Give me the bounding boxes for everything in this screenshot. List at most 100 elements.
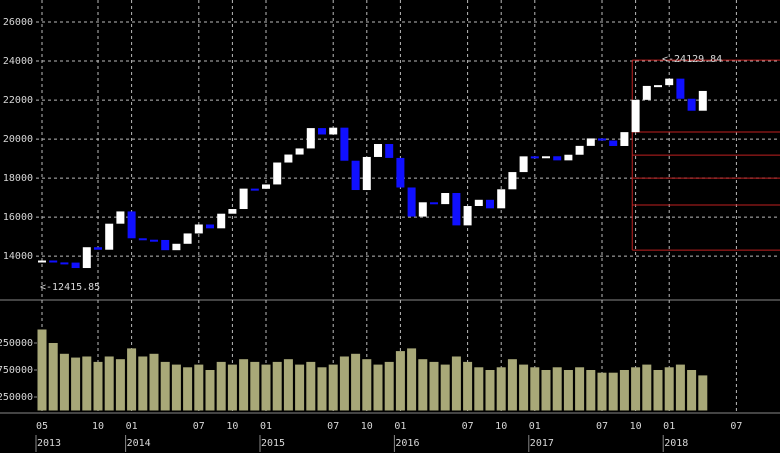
volume-bar (362, 359, 372, 411)
candle (620, 132, 629, 146)
candle (49, 260, 58, 263)
candle (418, 202, 427, 217)
volume-bar (418, 359, 428, 411)
candle (172, 243, 181, 251)
candle (228, 209, 237, 214)
volume-bar (664, 367, 674, 411)
volume-bar (407, 348, 417, 411)
volume-bar (608, 372, 618, 411)
candle (351, 160, 360, 191)
volume-bar (138, 356, 148, 411)
volume-bar (272, 361, 282, 411)
candle (138, 238, 147, 241)
x-tick-label: 10 (495, 421, 507, 432)
y2-tick-label: 750000 (0, 365, 33, 376)
candle (295, 148, 304, 155)
y-tick-label: 14000 (3, 251, 33, 262)
volume-bar (216, 361, 226, 411)
y-tick-label: 20000 (3, 134, 33, 145)
volume-bar (395, 351, 405, 411)
x-tick-label: 10 (361, 421, 373, 432)
volume-bar (384, 361, 394, 411)
candle (262, 184, 270, 189)
candle (474, 199, 483, 207)
volume-bar (507, 359, 517, 411)
candle (329, 127, 338, 135)
volume-bar (631, 367, 641, 411)
x-tick-label: 07 (327, 421, 339, 432)
volume-bar (149, 353, 159, 411)
volume-bar (239, 359, 249, 411)
candle (194, 224, 203, 234)
volume-bar (339, 356, 349, 411)
candle (687, 98, 696, 111)
volume-bar (351, 353, 361, 411)
volume-bar (227, 364, 237, 411)
candle (71, 262, 80, 269)
candle (542, 156, 550, 159)
x-tick-label: 01 (394, 421, 406, 432)
volume-bar (429, 361, 439, 411)
year-label: 2013 (37, 438, 61, 449)
x-tick-label: 05 (36, 421, 48, 432)
x-tick-label: 10 (92, 421, 104, 432)
x-tick-label: 10 (630, 421, 642, 432)
y-tick-label: 16000 (3, 212, 33, 223)
candle (94, 247, 102, 250)
y2-tick-label: 250000 (0, 392, 33, 403)
candle (407, 187, 416, 217)
candle (519, 156, 528, 173)
year-label: 2014 (127, 438, 151, 449)
candle (586, 138, 595, 146)
volume-bar (373, 364, 383, 411)
candle (306, 128, 315, 149)
volume-bar (93, 361, 103, 411)
candle (530, 156, 539, 159)
volume-bar (619, 369, 629, 411)
candle (564, 154, 573, 161)
candle (676, 78, 685, 99)
x-tick-label: 01 (529, 421, 541, 432)
volume-bar (37, 329, 47, 411)
candle (385, 144, 394, 158)
volume-bar (295, 364, 305, 411)
x-tick-label: 07 (730, 421, 742, 432)
x-tick-label: 01 (663, 421, 675, 432)
volume-bar (250, 361, 260, 411)
candle (598, 138, 606, 141)
candle (82, 247, 91, 269)
candle (161, 239, 170, 251)
candle (127, 211, 136, 239)
volume-bar (183, 367, 193, 411)
annotation: <-12415.85 (40, 282, 100, 293)
y-tick-label: 26000 (3, 17, 33, 28)
candle (441, 193, 450, 205)
volume-bar (171, 364, 181, 411)
candle (463, 206, 472, 226)
volume-bar (687, 369, 697, 411)
volume-bar (586, 369, 596, 411)
volume-bar (642, 364, 652, 411)
candle (239, 188, 248, 210)
candle (206, 224, 214, 229)
y2-tick-label: 1250000 (0, 338, 33, 349)
candle (665, 78, 674, 86)
volume-bar (160, 361, 170, 411)
candle (217, 213, 226, 229)
year-label: 2017 (530, 438, 554, 449)
candle (60, 262, 69, 265)
candle (396, 157, 405, 188)
candle (642, 85, 651, 100)
x-tick-label: 07 (193, 421, 205, 432)
candle (575, 145, 584, 155)
volume-bar (485, 369, 495, 411)
annotation: <-24129.84 (662, 54, 722, 65)
candle (508, 172, 517, 190)
year-label: 2018 (664, 438, 688, 449)
candle (497, 189, 506, 209)
volume-bar (82, 356, 92, 411)
candle (631, 99, 640, 133)
volume-bar (48, 342, 58, 411)
candle (609, 140, 618, 146)
